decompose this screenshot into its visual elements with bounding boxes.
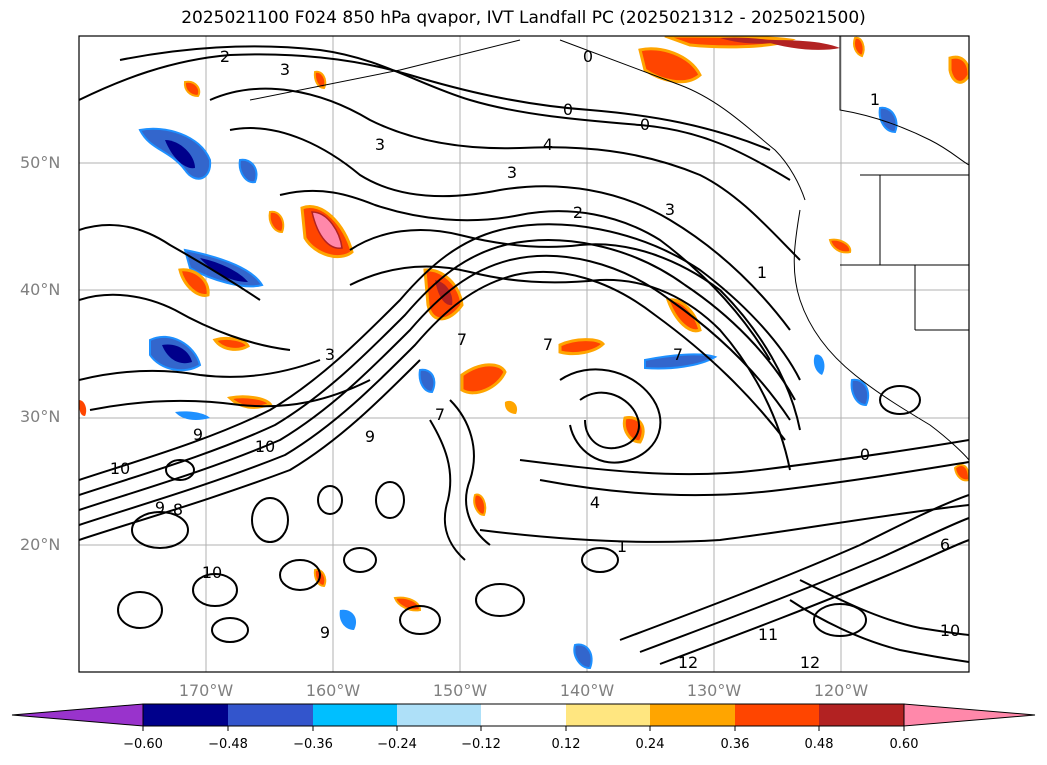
contour-label: 1 — [757, 263, 767, 282]
colorbar-tick-label: −0.12 — [461, 737, 501, 752]
colorbar-tick-label: −0.24 — [377, 737, 417, 752]
contour-label: 4 — [590, 493, 600, 512]
contour-label: 11 — [758, 625, 778, 644]
colorbar-segment — [143, 704, 228, 726]
contour-label: 9 — [365, 427, 375, 446]
contour-label-layer: 2 3 3 0 0 4 0 3 2 3 1 3 7 7 7 7 9 10 10 … — [110, 47, 960, 672]
colorbar-tick-label: 0.36 — [720, 737, 750, 752]
colorbar-tick-label: 0.48 — [804, 737, 834, 752]
contour-label: 7 — [543, 335, 553, 354]
lon-label-130w: 130°W — [686, 681, 742, 700]
lon-label-160w: 160°W — [305, 681, 361, 700]
contour-label: 10 — [940, 621, 960, 640]
colorbar-tick-label: −0.60 — [123, 737, 163, 752]
contour-label: 0 — [860, 445, 870, 464]
colorbar-segment — [735, 704, 819, 726]
colorbar-segment — [313, 704, 397, 726]
contour-label: 10 — [202, 563, 222, 582]
colorbar-tick-label: 0.12 — [551, 737, 581, 752]
lat-label-40n: 40°N — [20, 280, 61, 299]
contour-label: 7 — [435, 405, 445, 424]
map-plot-area — [79, 36, 969, 672]
lat-label-20n: 20°N — [20, 535, 61, 554]
contour-label: 7 — [673, 345, 683, 364]
contour-label: 9 — [155, 498, 165, 517]
contour-label: 3 — [665, 200, 675, 219]
lat-label-30n: 30°N — [20, 407, 61, 426]
contour-label: 7 — [457, 330, 467, 349]
contour-label: 1 — [870, 90, 880, 109]
colorbar-frame — [142, 703, 905, 727]
contour-label: 0 — [583, 47, 593, 66]
map-title: 2025021100 F024 850 hPa qvapor, IVT Land… — [181, 8, 866, 28]
map-frame — [78, 35, 970, 673]
colorbar-segment — [228, 704, 313, 726]
contour-label: 2 — [220, 47, 230, 66]
contour-label: 3 — [507, 163, 517, 182]
contour-label: 1 — [617, 537, 627, 556]
colorbar-tick-label: −0.36 — [293, 737, 333, 752]
contour-label: 12 — [678, 653, 698, 672]
contour-label: 12 — [800, 653, 820, 672]
colorbar-extend-low — [11, 703, 144, 727]
lat-label-50n: 50°N — [20, 153, 61, 172]
lon-label-140w: 140°W — [559, 681, 615, 700]
contour-label: 2 — [573, 203, 583, 222]
contour-label: 8 — [173, 500, 183, 519]
contour-label: 10 — [255, 437, 275, 456]
colorbar-segment — [819, 704, 904, 726]
colorbar-segment — [566, 704, 650, 726]
contour-label: 3 — [280, 60, 290, 79]
contour-label: 9 — [193, 425, 203, 444]
colorbar-tick-label: −0.48 — [208, 737, 248, 752]
colorbar-segment — [650, 704, 735, 726]
contour-label: 0 — [640, 115, 650, 134]
colorbar — [11, 703, 1036, 731]
contour-label: 0 — [563, 100, 573, 119]
lon-label-170w: 170°W — [178, 681, 234, 700]
contour-label: 4 — [543, 135, 553, 154]
qvapor-shading — [79, 36, 969, 670]
lon-label-150w: 150°W — [432, 681, 488, 700]
colorbar-extend-high — [903, 703, 1036, 727]
contour-label: 6 — [940, 535, 950, 554]
coastlines — [249, 36, 969, 461]
ivt-contours — [79, 45, 969, 665]
lon-label-120w: 120°W — [813, 681, 869, 700]
colorbar-segment — [481, 704, 566, 726]
colorbar-tick-label: 0.24 — [635, 737, 665, 752]
contour-label: 3 — [375, 135, 385, 154]
contour-label: 10 — [110, 459, 130, 478]
colorbar-segment — [397, 704, 481, 726]
colorbar-tick-label: 0.60 — [889, 737, 919, 752]
contour-label: 3 — [325, 345, 335, 364]
contour-label: 9 — [320, 623, 330, 642]
